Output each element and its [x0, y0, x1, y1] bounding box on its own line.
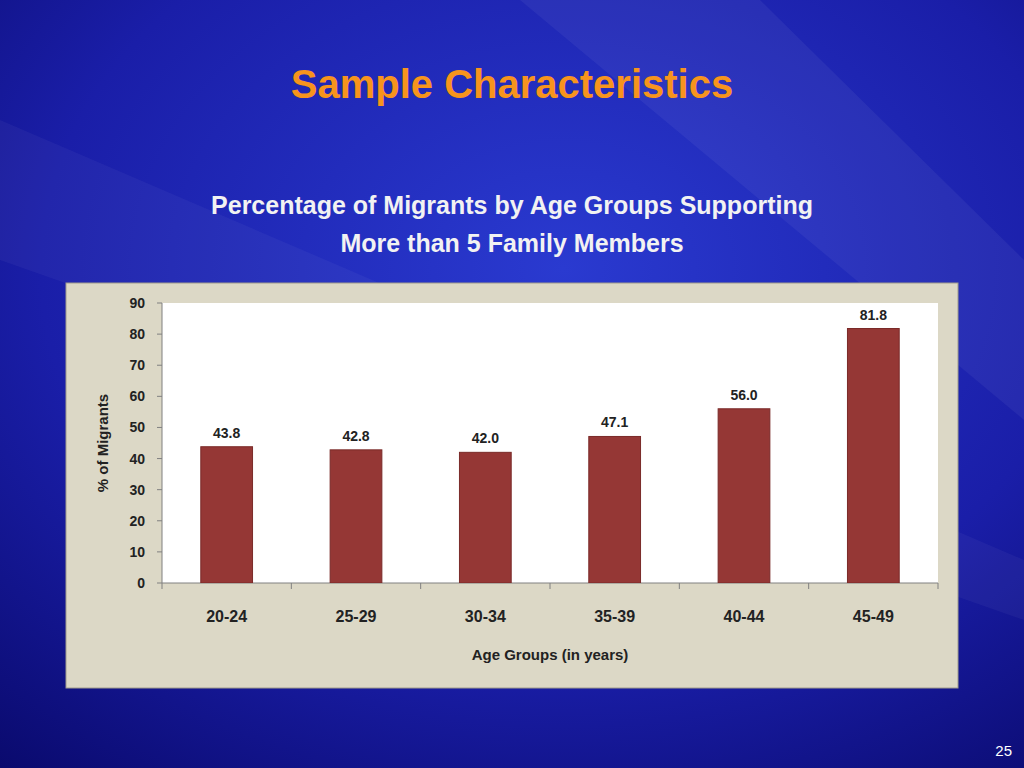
slide: Sample Characteristics Percentage of Migr… [0, 0, 1024, 768]
x-axis-title: Age Groups (in years) [472, 646, 629, 663]
bar [847, 329, 899, 583]
y-tick [157, 520, 162, 521]
x-tick-label: 40-44 [724, 608, 765, 625]
x-tick [808, 583, 809, 589]
x-tick [550, 583, 551, 589]
y-tick [157, 334, 162, 335]
x-tick [291, 583, 292, 589]
page-number: 25 [995, 742, 1012, 759]
chart-title: Percentage of Migrants by Age Groups Sup… [211, 191, 813, 257]
y-axis-line [162, 303, 163, 583]
bars [201, 329, 899, 583]
y-tick [157, 583, 162, 584]
y-tick [157, 396, 162, 397]
x-tick-label: 35-39 [594, 608, 635, 625]
y-axis-title: % of Migrants [94, 394, 111, 492]
x-tick [679, 583, 680, 589]
data-label: 47.1 [601, 414, 628, 430]
chart-panel [66, 283, 958, 688]
y-tick-label: 90 [129, 295, 145, 311]
y-tick [157, 489, 162, 490]
plot-area [162, 303, 938, 583]
bar [330, 450, 382, 583]
y-tick-label: 50 [129, 419, 145, 435]
y-tick [157, 427, 162, 428]
data-label: 42.0 [472, 430, 499, 446]
slide-heading: Sample Characteristics [291, 62, 733, 106]
y-tick-label: 70 [129, 357, 145, 373]
bar [459, 452, 511, 583]
page: {"slide": {"heading": "Sample Characteri… [0, 0, 1024, 768]
chart-title-line: Percentage of Migrants by Age Groups Sup… [211, 191, 813, 219]
x-tick-label: 25-29 [336, 608, 377, 625]
bar [718, 409, 770, 583]
background [0, 0, 1024, 768]
y-tick-label: 0 [137, 575, 145, 591]
x-tick [938, 583, 939, 589]
y-tick-label: 30 [129, 482, 145, 498]
x-tick-label: 20-24 [206, 608, 247, 625]
x-tick [420, 583, 421, 589]
bar [201, 447, 253, 583]
data-label: 81.8 [860, 307, 887, 323]
y-tick [157, 551, 162, 552]
bar [589, 436, 641, 583]
y-tick-label: 60 [129, 388, 145, 404]
y-tick-label: 80 [129, 326, 145, 342]
y-tick [157, 303, 162, 304]
y-tick [157, 458, 162, 459]
x-tick-label: 45-49 [853, 608, 894, 625]
chart-title-line: More than 5 Family Members [340, 229, 683, 257]
y-tick-label: 20 [129, 513, 145, 529]
y-tick-label: 10 [129, 544, 145, 560]
x-tick [162, 583, 163, 589]
y-tick-label: 40 [129, 451, 145, 467]
data-label: 42.8 [342, 428, 369, 444]
data-label: 43.8 [213, 425, 240, 441]
x-tick-label: 30-34 [465, 608, 506, 625]
data-label: 56.0 [730, 387, 757, 403]
y-tick [157, 365, 162, 366]
